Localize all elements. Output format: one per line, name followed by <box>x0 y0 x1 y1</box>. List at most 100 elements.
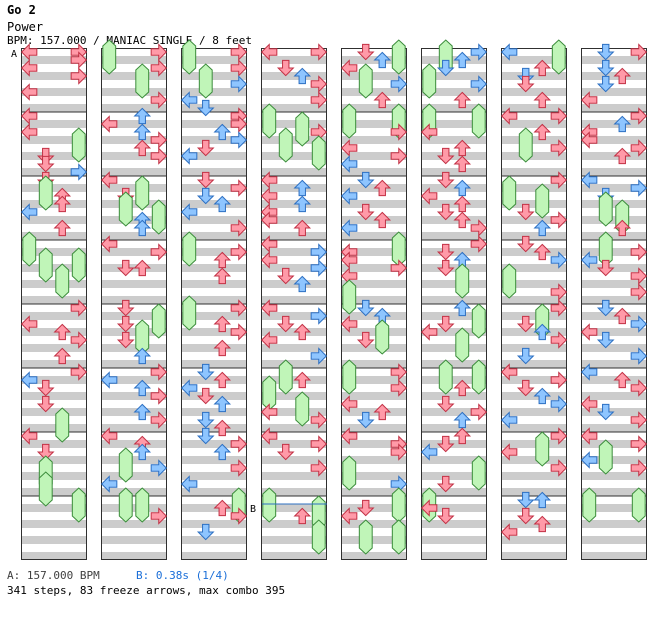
freeze-arrow <box>311 519 326 555</box>
freeze-arrow <box>518 127 533 163</box>
beat-band <box>101 104 167 112</box>
step-arrow-red <box>630 243 648 261</box>
chart-title: Go 2 <box>7 3 36 17</box>
step-arrow-red <box>310 435 328 453</box>
freeze-arrow <box>55 407 70 443</box>
freeze-arrow <box>582 487 597 523</box>
beat-band <box>501 536 567 544</box>
step-arrow-blue <box>500 411 518 429</box>
beat-band <box>261 264 327 272</box>
beat-band <box>181 456 247 464</box>
step-arrow-blue <box>293 195 312 213</box>
beat-band <box>181 120 247 128</box>
beat-band <box>261 152 327 160</box>
step-arrow-red <box>356 331 375 349</box>
step-arrow-blue <box>453 51 472 69</box>
beat-band <box>421 328 487 336</box>
beat-band <box>581 216 647 224</box>
step-arrow-blue <box>213 395 232 413</box>
step-arrow-blue <box>453 411 472 429</box>
freeze-arrow <box>262 375 277 411</box>
beat-band <box>421 88 487 96</box>
step-arrow-red <box>116 315 135 333</box>
beat-band <box>101 72 167 80</box>
freeze-arrow <box>262 487 277 523</box>
step-arrow-blue <box>596 43 615 61</box>
step-arrow-red <box>533 515 552 533</box>
step-arrow-red <box>133 259 152 277</box>
step-arrow-red <box>196 139 215 157</box>
step-arrow-red <box>293 323 312 341</box>
step-arrow-red <box>310 75 328 93</box>
step-arrow-red <box>390 379 408 397</box>
freeze-arrow <box>151 199 166 235</box>
step-arrow-red <box>390 443 408 461</box>
chart-column <box>101 48 167 560</box>
step-arrow-red <box>630 411 648 429</box>
beat-band <box>101 456 167 464</box>
beat-band <box>501 440 567 448</box>
step-arrow-red <box>500 443 518 461</box>
freeze-arrow <box>375 319 390 355</box>
beat-band <box>501 408 567 416</box>
step-arrow-red <box>310 411 328 429</box>
beat-band <box>181 296 247 304</box>
step-arrow-red <box>550 459 568 477</box>
freeze-arrow <box>38 175 53 211</box>
beat-band <box>261 552 327 560</box>
step-arrow-blue <box>340 219 358 237</box>
step-arrow-red <box>20 123 38 141</box>
step-arrow-red <box>596 259 615 277</box>
beat-band <box>581 328 647 336</box>
beat-band <box>421 408 487 416</box>
step-arrow-red <box>310 91 328 109</box>
beat-band <box>21 248 87 256</box>
step-arrow-red <box>580 131 598 149</box>
beat-band <box>581 104 647 112</box>
step-arrow-red <box>150 59 168 77</box>
beat-band <box>581 504 647 512</box>
step-arrow-red <box>630 107 648 125</box>
step-arrow-red <box>340 315 358 333</box>
step-arrow-red <box>436 507 455 525</box>
beat-band <box>101 168 167 176</box>
beat-band <box>181 488 247 496</box>
beat-band <box>421 344 487 352</box>
step-arrow-red <box>260 211 278 229</box>
freeze-arrow <box>55 263 70 299</box>
beat-band <box>421 312 487 320</box>
beat-band <box>341 168 407 176</box>
freeze-arrow <box>455 263 470 299</box>
beat-band <box>581 392 647 400</box>
beat-band <box>101 536 167 544</box>
beat-band <box>501 424 567 432</box>
step-arrow-blue <box>453 299 472 317</box>
step-arrow-red <box>340 59 358 77</box>
step-arrow-red <box>213 267 232 285</box>
beat-band <box>21 392 87 400</box>
step-arrow-red <box>500 107 518 125</box>
step-arrow-red <box>20 315 38 333</box>
step-arrow-blue <box>596 403 615 421</box>
step-arrow-blue <box>100 475 118 493</box>
step-arrow-blue <box>180 91 198 109</box>
beat-band <box>341 296 407 304</box>
step-arrow-blue <box>630 179 648 197</box>
step-arrow-red <box>340 507 358 525</box>
beat-band <box>101 504 167 512</box>
beat-band <box>21 184 87 192</box>
chart-column <box>21 48 87 560</box>
step-arrow-red <box>550 331 568 349</box>
beat-band <box>341 264 407 272</box>
step-arrow-red <box>20 83 38 101</box>
beat-band <box>101 344 167 352</box>
beat-band <box>181 152 247 160</box>
freeze-arrow <box>438 359 453 395</box>
step-arrow-red <box>293 507 312 525</box>
freeze-arrow <box>151 303 166 339</box>
freeze-arrow <box>182 295 197 331</box>
step-arrow-red <box>453 379 472 397</box>
beat-band <box>581 472 647 480</box>
beat-band <box>181 312 247 320</box>
beat-band <box>421 488 487 496</box>
